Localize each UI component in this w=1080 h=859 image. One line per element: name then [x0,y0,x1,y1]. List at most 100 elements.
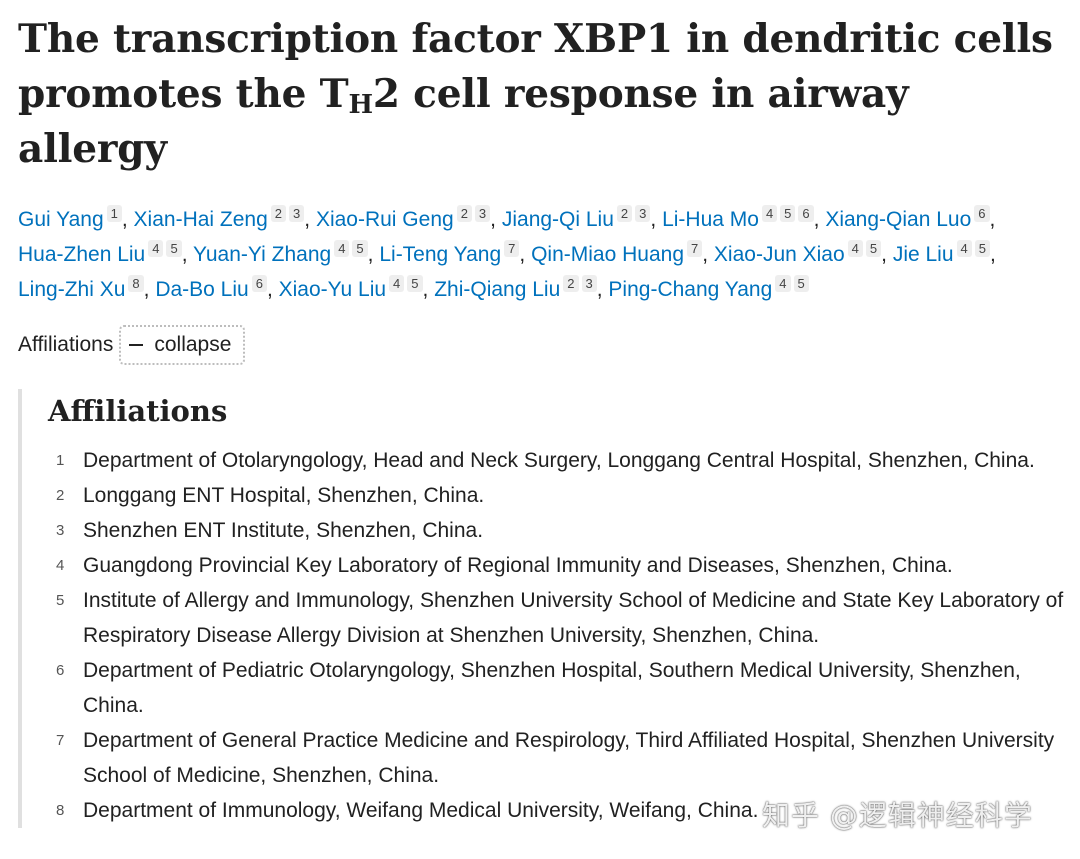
author-name-link[interactable]: Li-Hua Mo [662,208,759,231]
affiliation-ref-badge[interactable]: 6 [974,205,990,222]
author-name-link[interactable]: Yuan-Yi Zhang [193,243,332,266]
affiliation-text: Department of Otolaryngology, Head and N… [83,449,1035,472]
affiliation-text: Department of Immunology, Weifang Medica… [83,799,759,822]
author: Xiao-Yu Liu 4 5, [278,275,429,301]
title-part1: The transcription factor XBP1 in dendrit… [18,16,1053,117]
affiliation-text: Department of General Practice Medicine … [83,729,1055,787]
affiliation-ref-badge[interactable]: 5 [352,240,368,257]
affiliation-ref-badge[interactable]: 4 [389,275,405,292]
author-name-link[interactable]: Xiao-Rui Geng [315,208,454,231]
affiliation-item: 1 Department of Otolaryngology, Head and … [48,443,1068,478]
author: Jie Liu 4 5, [892,240,996,266]
affiliation-ref-badge[interactable]: 3 [289,205,305,222]
affiliation-ref-badge[interactable]: 3 [635,205,651,222]
author-name-link[interactable]: Zhi-Qiang Liu [434,278,561,301]
author: Ping-Chang Yang 4 5 [608,275,809,301]
author: Ling-Zhi Xu 8, [18,275,150,301]
affiliation-ref-badge[interactable]: 4 [775,275,791,292]
author: Jiang-Qi Liu 2 3, [501,205,657,231]
affiliation-ref-badge[interactable]: 4 [334,240,350,257]
author-separator: , [490,208,496,231]
affiliations-label: Affiliations [18,333,114,356]
affiliations-collapse-button[interactable]: collapse [119,325,246,365]
affiliation-ref-badge[interactable]: 5 [865,240,882,257]
affiliation-ref-badge[interactable]: 5 [780,205,796,222]
author: Xiao-Jun Xiao 4 5, [713,240,887,266]
author-name-link[interactable]: Xian-Hai Zeng [133,208,268,231]
title-subscript: H [348,90,373,120]
author-name-link[interactable]: Ling-Zhi Xu [18,278,126,301]
affiliation-text: Guangdong Provincial Key Laboratory of R… [83,554,953,577]
article-title: The transcription factor XBP1 in dendrit… [18,12,1068,177]
affiliation-ref-badge[interactable]: 7 [504,240,520,257]
affiliations-panel: Affiliations 1 Department of Otolaryngolo… [18,389,1068,828]
author-name-link[interactable]: Qin-Miao Huang [531,243,684,266]
author-separator: , [702,243,709,266]
affiliation-number: 2 [56,487,65,504]
affiliation-number: 1 [56,452,65,469]
affiliation-ref-badge[interactable]: 5 [793,275,809,292]
author-separator: , [367,243,374,266]
affiliation-ref-badge[interactable]: 2 [270,205,287,222]
affiliation-ref-badge[interactable]: 5 [166,240,182,257]
author-name-link[interactable]: Da-Bo Liu [155,278,249,301]
affiliation-item: 7 Department of General Practice Medicine… [48,723,1068,793]
author-separator: , [304,208,311,231]
author: Yuan-Yi Zhang 4 5, [193,240,374,266]
affiliation-ref-badge[interactable]: 4 [956,240,972,257]
affiliation-item: 6 Department of Pediatric Otolaryngology,… [48,653,1068,723]
affiliation-number: 6 [56,662,65,679]
author-separator: , [143,278,150,301]
affiliation-ref-badge[interactable]: 3 [581,275,597,292]
affiliation-text: Department of Pediatric Otolaryngology, … [83,659,1021,717]
affiliation-ref-badge[interactable]: 1 [106,205,122,222]
affiliation-text: Shenzhen ENT Institute, Shenzhen, China. [83,519,484,542]
affiliation-ref-badge[interactable]: 3 [474,205,491,222]
affiliation-item: 8 Department of Immunology, Weifang Medic… [48,793,1068,828]
author-name-link[interactable]: Li-Teng Yang [379,243,502,266]
author: Xiang-Qian Luo 6, [825,205,996,231]
author-name-link[interactable]: Ping-Chang Yang [608,278,773,301]
author: Li-Teng Yang 7, [379,240,525,266]
affiliations-heading: Affiliations [48,394,228,428]
author: Li-Hua Mo 4 5 6, [662,205,819,231]
title-part2: 2 cell response in airway allergy [18,71,909,172]
affiliation-ref-badge[interactable]: 8 [128,275,144,292]
affiliation-ref-badge[interactable]: 4 [847,240,863,257]
author: Qin-Miao Huang 7, [531,240,709,266]
author-name-link[interactable]: Hua-Zhen Liu [18,243,146,266]
author: Xian-Hai Zeng 2 3, [133,205,311,231]
affiliation-ref-badge[interactable]: 6 [798,205,814,222]
affiliation-ref-badge[interactable]: 2 [616,205,633,222]
author-separator: , [181,243,188,266]
affiliation-ref-badge[interactable]: 5 [407,275,423,292]
collapse-label: collapse [154,333,232,356]
author-name-link[interactable]: Jiang-Qi Liu [501,208,614,231]
author: Gui Yang 1, [18,205,128,231]
affiliation-ref-badge[interactable]: 7 [687,240,703,257]
affiliations-list: 1 Department of Otolaryngology, Head and … [48,443,1068,828]
author-separator: , [650,208,657,231]
affiliation-number: 4 [56,557,65,574]
affiliation-ref-badge[interactable]: 6 [251,275,267,292]
affiliation-ref-badge[interactable]: 2 [563,275,579,292]
author-list: Gui Yang 1, Xian-Hai Zeng 2 3, Xiao-Rui Gen… [18,202,1068,307]
affiliation-number: 5 [56,592,65,609]
author-name-link[interactable]: Xiao-Yu Liu [278,278,387,301]
author: Xiao-Rui Geng 2 3, [315,205,496,231]
affiliation-ref-badge[interactable]: 4 [148,240,164,257]
affiliation-number: 7 [56,732,65,749]
author-name-link[interactable]: Jie Liu [892,243,954,266]
author-separator: , [990,243,996,266]
affiliation-ref-badge[interactable]: 2 [456,205,472,222]
author-name-link[interactable]: Gui Yang [18,208,104,231]
author-separator: , [121,208,128,231]
author-name-link[interactable]: Xiao-Jun Xiao [713,243,845,266]
author-name-link[interactable]: Xiang-Qian Luo [825,208,972,231]
author-separator: , [881,243,887,266]
affiliation-ref-badge[interactable]: 5 [974,240,990,257]
author-separator: , [422,278,429,301]
author-separator: , [989,208,996,231]
affiliation-ref-badge[interactable]: 4 [761,205,778,222]
author-separator: , [596,278,603,301]
